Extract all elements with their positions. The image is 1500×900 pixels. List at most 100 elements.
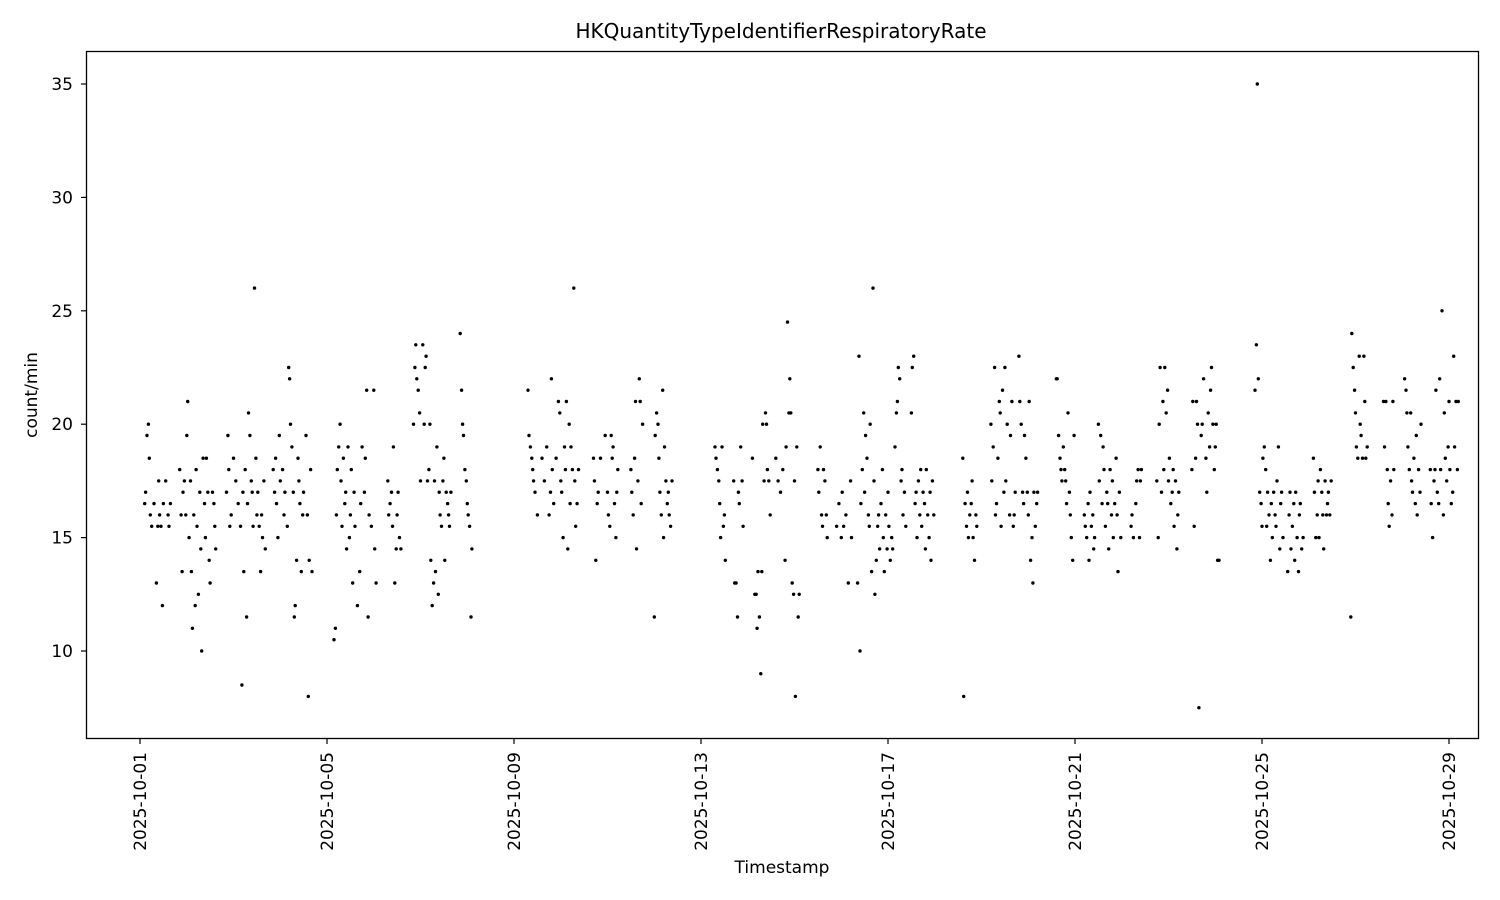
data-point xyxy=(1166,479,1171,483)
data-point xyxy=(714,456,718,460)
data-point xyxy=(612,501,617,506)
data-point xyxy=(1429,501,1433,506)
data-point xyxy=(346,445,350,449)
data-point xyxy=(252,286,257,290)
data-point xyxy=(765,467,770,472)
data-point xyxy=(333,626,338,630)
data-point xyxy=(1172,524,1176,528)
data-point xyxy=(761,422,765,426)
data-point xyxy=(351,581,355,585)
data-point xyxy=(611,445,615,449)
data-point xyxy=(244,615,249,619)
data-point xyxy=(242,569,246,574)
data-point xyxy=(549,377,554,381)
data-point xyxy=(272,490,277,494)
data-point xyxy=(1010,399,1014,404)
data-point xyxy=(1027,399,1031,404)
data-point xyxy=(721,524,726,528)
data-point xyxy=(526,388,530,392)
data-point xyxy=(166,513,170,517)
data-point xyxy=(1360,456,1365,460)
data-point xyxy=(881,535,885,540)
data-point xyxy=(768,513,772,517)
data-point xyxy=(1419,422,1423,426)
data-point xyxy=(428,422,432,426)
data-point xyxy=(1259,501,1263,506)
data-point xyxy=(1292,501,1296,506)
data-point xyxy=(862,411,866,415)
data-point xyxy=(1175,547,1179,551)
data-point xyxy=(896,365,900,370)
data-point xyxy=(274,501,279,506)
data-point xyxy=(431,581,436,585)
y-tick-label: 15 xyxy=(51,529,73,549)
data-point xyxy=(1262,445,1267,449)
x-tick-label: 2025-10-25 xyxy=(1253,752,1273,851)
data-point xyxy=(226,433,230,438)
data-point xyxy=(636,479,640,483)
data-point xyxy=(372,388,376,392)
data-point xyxy=(1323,479,1327,483)
data-point xyxy=(291,490,295,494)
data-point xyxy=(1190,467,1194,472)
data-point xyxy=(763,411,768,415)
data-point xyxy=(164,479,168,483)
data-point xyxy=(1456,399,1461,404)
data-point xyxy=(167,524,171,528)
data-point xyxy=(347,535,352,540)
data-point xyxy=(308,467,313,472)
data-point xyxy=(1000,388,1005,392)
data-point xyxy=(213,524,217,528)
data-point xyxy=(997,399,1001,404)
x-tick-label: 2025-10-21 xyxy=(1066,752,1086,851)
data-point xyxy=(789,411,793,415)
data-point xyxy=(1161,399,1165,404)
data-point xyxy=(1008,433,1013,438)
data-point xyxy=(248,433,252,438)
data-point xyxy=(201,456,205,460)
data-point xyxy=(1212,467,1217,472)
data-point xyxy=(784,445,788,449)
data-point xyxy=(837,501,841,506)
data-point xyxy=(334,513,339,517)
data-point xyxy=(918,513,922,517)
data-point xyxy=(841,524,846,528)
data-point xyxy=(790,581,794,585)
data-point xyxy=(1269,501,1274,506)
data-point xyxy=(1351,365,1355,370)
data-point xyxy=(1102,467,1106,472)
data-point xyxy=(348,513,353,517)
data-point xyxy=(1318,467,1323,472)
data-point xyxy=(1169,501,1173,506)
data-point xyxy=(193,603,197,608)
data-point xyxy=(1290,524,1295,528)
data-point xyxy=(204,456,209,460)
data-point xyxy=(821,467,826,472)
data-point xyxy=(1003,365,1007,370)
data-point xyxy=(1438,377,1442,381)
data-point xyxy=(606,513,611,517)
data-point xyxy=(658,490,662,494)
data-point xyxy=(1164,411,1168,415)
data-point xyxy=(990,479,994,483)
data-point xyxy=(1007,513,1012,517)
y-tick-label: 30 xyxy=(51,188,73,208)
data-point xyxy=(1451,490,1455,494)
data-point xyxy=(231,456,236,460)
data-point xyxy=(1107,547,1111,551)
data-point xyxy=(238,524,243,528)
data-point xyxy=(446,513,451,517)
data-point xyxy=(760,569,764,574)
data-point xyxy=(271,467,275,472)
data-point xyxy=(755,626,759,630)
data-point xyxy=(422,422,426,426)
data-point xyxy=(1253,388,1257,392)
data-point xyxy=(1445,479,1449,483)
data-point xyxy=(533,490,537,494)
data-point xyxy=(1020,490,1025,494)
data-point xyxy=(1032,490,1036,494)
data-point xyxy=(924,467,928,472)
data-points xyxy=(143,82,1461,710)
data-point xyxy=(575,501,579,506)
data-point xyxy=(337,445,341,449)
